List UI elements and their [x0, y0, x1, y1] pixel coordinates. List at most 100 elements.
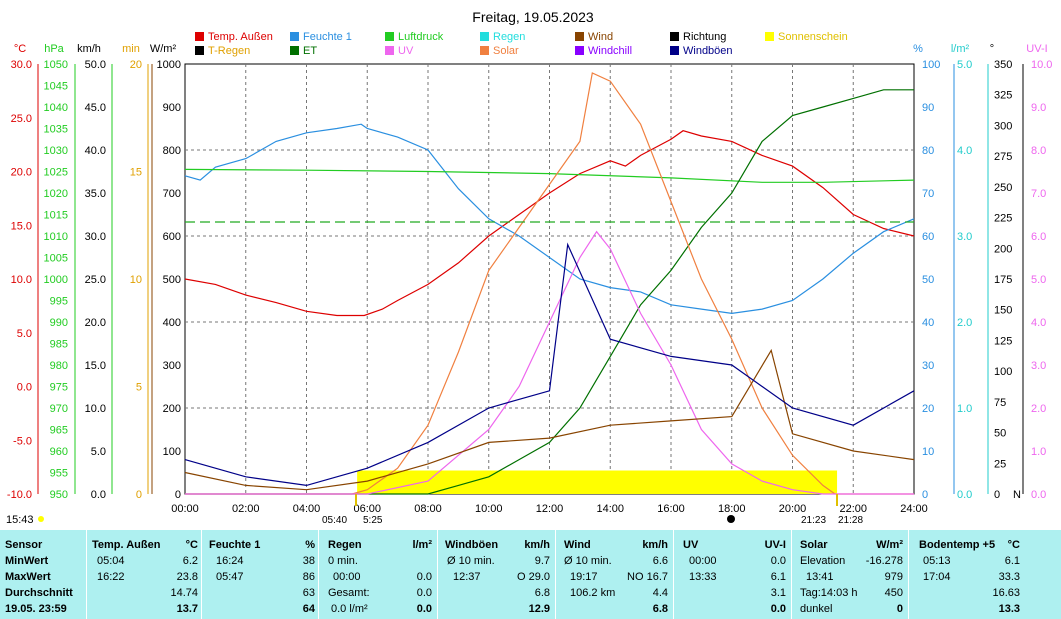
humid-min: 38 — [302, 555, 315, 567]
legend-swatch — [290, 46, 299, 55]
weather-chart: Freitag, 19.05.2023 Temp. Außen T-Regen Fe… — [6, 9, 1052, 526]
legend-swatch — [480, 46, 489, 55]
row-label-max: MaxWert — [5, 571, 51, 583]
x-tick-label: 00:00 — [171, 503, 199, 515]
rain-header: Regen — [328, 539, 362, 551]
sunset-label: 21:23 — [801, 515, 826, 526]
legend-label: Wind — [588, 31, 613, 43]
axis-tick-humidity: 90 — [922, 102, 934, 114]
axis-tick-pressure: 1015 — [44, 210, 68, 222]
col-soil: Bodentemp +5 °C 05:13 6.1 17:04 33.3 16.… — [908, 530, 1061, 619]
axis-tick-solar: 300 — [163, 360, 181, 372]
axis-tick-windspeed: 25.0 — [85, 274, 106, 286]
axis-tick-windspeed: 5.0 — [91, 446, 106, 458]
gust-unit: km/h — [524, 539, 550, 551]
axis-tick-windspeed: 30.0 — [85, 231, 106, 243]
col-uv: UV UV-I 00:00 0.0 13:33 6.1 3.1 0.0 — [673, 530, 792, 619]
soil-min-time: 05:13 — [923, 555, 951, 567]
rain-row2: 0.0 — [416, 571, 432, 583]
axis-tick-direction: 50 — [994, 428, 1006, 440]
x-tick-label: 14:00 — [596, 503, 624, 515]
axis-tick-temp: 15.0 — [11, 220, 32, 232]
solar-row2-label: 13:41 — [806, 571, 834, 583]
x-tick-label: 10:00 — [475, 503, 503, 515]
axis-tick-windspeed: 50.0 — [85, 59, 106, 71]
solar-row3: 450 — [884, 587, 903, 599]
axis-tick-humidity: 60 — [922, 231, 934, 243]
summary-table: Sensor MinWert MaxWert Durchschnitt 19.0… — [0, 530, 1061, 619]
uv-row1: 0.0 — [770, 555, 786, 567]
axis-tick-direction: 200 — [994, 243, 1012, 255]
axis-tick-humidity: 0 — [922, 489, 928, 501]
axis-tick-pressure: 1045 — [44, 81, 68, 93]
axis-tick-pressure: 1020 — [44, 188, 68, 200]
soil-unit: °C — [1007, 539, 1020, 551]
gust-row1-label: Ø 10 min. — [447, 555, 495, 567]
axis-tick-direction: 125 — [994, 335, 1012, 347]
legend-label: Richtung — [683, 31, 726, 43]
soil-avg: 16.63 — [992, 587, 1020, 599]
axis-tick-solar: 100 — [163, 446, 181, 458]
axis-tick-pressure: 1000 — [44, 274, 68, 286]
axis-unit-direction: ° — [990, 43, 994, 55]
solar-header: Solar — [800, 539, 828, 551]
solar-row1: -16.278 — [865, 555, 903, 567]
axis-tick-temp: -10.0 — [7, 489, 32, 501]
x-tick-label: 02:00 — [232, 503, 260, 515]
x-tick-label: 16:00 — [657, 503, 685, 515]
legend-label: Windchill — [588, 45, 632, 57]
axis-tick-pressure: 980 — [50, 360, 68, 372]
soil-max-time: 17:04 — [923, 571, 951, 583]
sunset-label-2: 21:28 — [838, 515, 863, 526]
x-tick-label: 24:00 — [900, 503, 928, 515]
axis-tick-uvi: 2.0 — [1031, 403, 1046, 415]
axis-tick-windspeed: 15.0 — [85, 360, 106, 372]
axis-tick-uvi: 5.0 — [1031, 274, 1046, 286]
axis-unit-windspeed: km/h — [77, 43, 101, 55]
axis-unit-minutes: min — [122, 43, 140, 55]
temp-avg: 14.74 — [170, 587, 198, 599]
wind-row3: 4.4 — [652, 587, 668, 599]
series-temp-au-en — [184, 130, 915, 317]
axis-tick-pressure: 1035 — [44, 124, 68, 136]
axis-tick-humidity: 40 — [922, 317, 934, 329]
legend-label: UV — [398, 45, 414, 57]
axis-tick-temp: -5.0 — [13, 435, 32, 447]
axis-tick-rain: 0.0 — [957, 489, 972, 501]
sunrise-label-2: 5:25 — [363, 515, 383, 526]
legend-swatch — [385, 32, 394, 41]
legend-swatch — [480, 32, 489, 41]
axis-tick-minutes: 0 — [136, 489, 142, 501]
uv-current: 0.0 — [770, 603, 786, 615]
corner-time: 15:43 — [6, 514, 34, 526]
axis-tick-temp: 20.0 — [11, 167, 32, 179]
axis-tick-minutes: 20 — [130, 59, 142, 71]
uv-row2: 6.1 — [770, 571, 786, 583]
wind-row3-label: 106.2 km — [570, 587, 616, 599]
gust-avg: 6.8 — [534, 587, 550, 599]
legend-label: Luftdruck — [398, 31, 444, 43]
axis-tick-uvi: 8.0 — [1031, 145, 1046, 157]
axis-tick-solar: 500 — [163, 274, 181, 286]
axis-tick-direction: 325 — [994, 90, 1012, 102]
series-layer — [184, 72, 915, 495]
axis-north-label: N — [1013, 489, 1021, 501]
axis-tick-temp: 5.0 — [17, 328, 32, 340]
axis-tick-direction: 350 — [994, 59, 1012, 71]
axis-tick-windspeed: 10.0 — [85, 403, 106, 415]
temp-unit: °C — [185, 539, 198, 551]
series-et — [185, 89, 914, 495]
axis-tick-pressure: 1040 — [44, 102, 68, 114]
axis-unit-rain: l/m² — [951, 43, 970, 55]
col-solar: Solar W/m² Elevation -16.278 13:41 979 T… — [791, 530, 909, 619]
legend-swatch — [290, 32, 299, 41]
axis-unit-temp: °C — [14, 43, 26, 55]
rain-unit: l/m² — [412, 539, 432, 551]
col-rain: Regen l/m² 0 min. 00:00 0.0 Gesamt: 0.0 … — [318, 530, 438, 619]
series-wind — [184, 348, 915, 491]
rain-row4-label: 0.0 l/m² — [331, 603, 368, 615]
series-uv — [185, 230, 914, 495]
solar-row3-label: Tag:14:03 h — [800, 587, 858, 599]
axis-tick-solar: 1000 — [157, 59, 181, 71]
series-windb-en — [184, 242, 915, 487]
